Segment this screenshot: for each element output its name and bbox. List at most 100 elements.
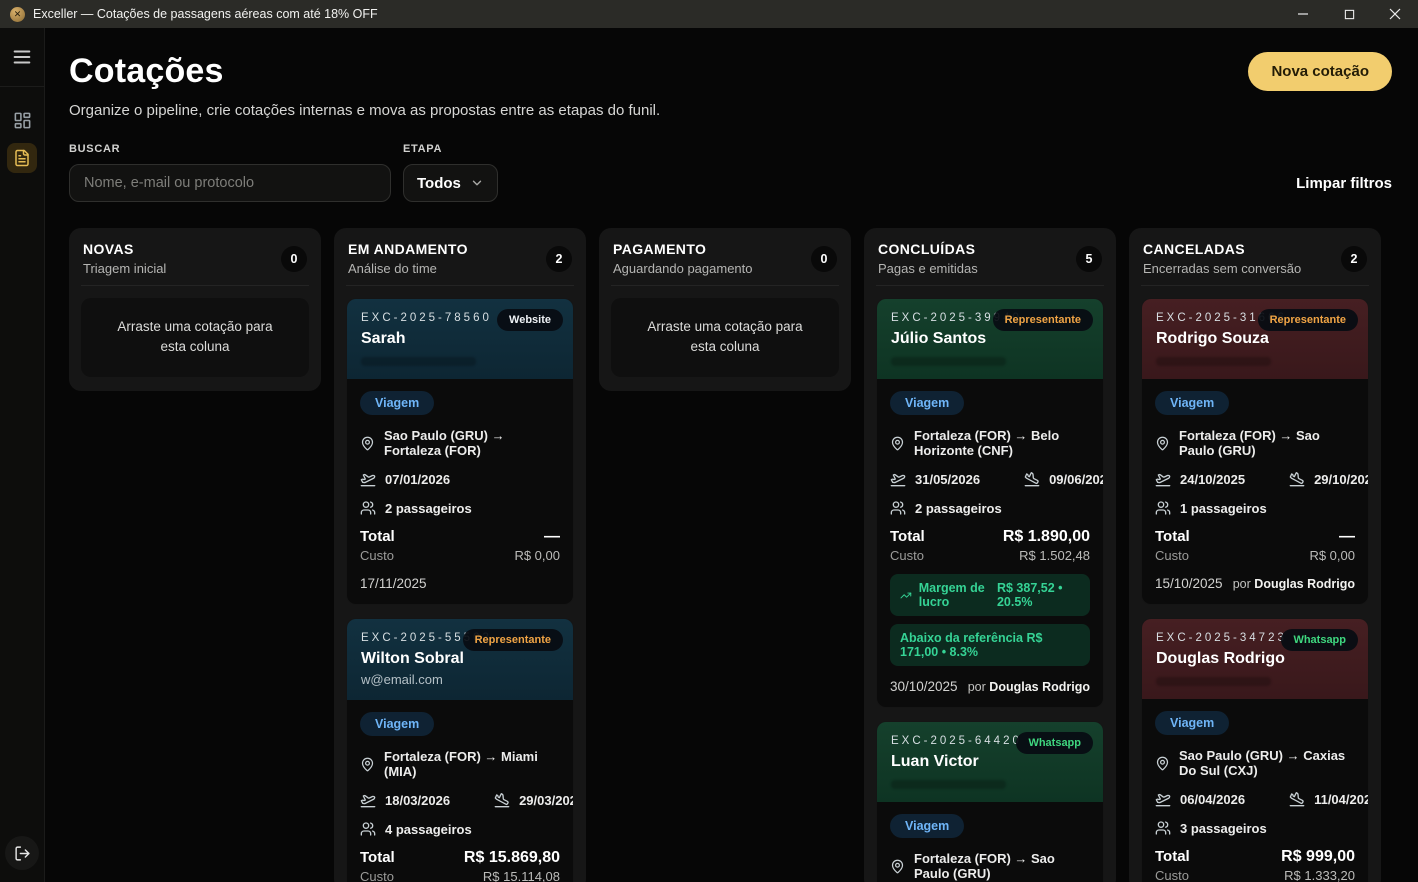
column-count-badge: 5 (1076, 245, 1102, 272)
close-button[interactable] (1372, 0, 1418, 28)
column-subtitle: Pagas e emitidas (878, 261, 978, 276)
departure-date: 18/03/2026 (360, 792, 450, 808)
column-concluidas: CONCLUÍDAS Pagas e emitidas 5 EXC-2025-3… (864, 228, 1116, 882)
departure-date: 06/04/2026 (1155, 791, 1245, 807)
empty-dropzone[interactable]: Arraste uma cotação para esta coluna (81, 298, 309, 377)
page-subtitle: Organize o pipeline, crie cotações inter… (69, 102, 661, 119)
passengers-row: 2 passageiros (360, 500, 560, 516)
users-icon (360, 501, 376, 515)
search-input[interactable] (69, 164, 391, 202)
stage-label: ETAPA (403, 143, 443, 155)
quote-card-rodrigo[interactable]: EXC-2025-31666 Rodrigo Souza Representan… (1141, 298, 1369, 605)
empty-dropzone[interactable]: Arraste uma cotação para esta coluna (611, 298, 839, 377)
passengers-row: 1 passageiros (1155, 500, 1355, 516)
cost-value: R$ 1.502,48 (1019, 548, 1090, 563)
protocol: EXC-2025-64420 (891, 735, 1022, 747)
return-date: 09/06/2026 (1024, 471, 1103, 487)
total-value: R$ 999,00 (1281, 848, 1355, 865)
total-label: Total (1155, 848, 1190, 865)
chevron-down-icon (472, 180, 482, 186)
new-quote-button[interactable]: Nova cotação (1248, 52, 1392, 91)
plane-landing-icon (1289, 792, 1305, 807)
map-pin-icon (1156, 436, 1169, 450)
cost-value: R$ 15.114,08 (482, 869, 560, 882)
author: por Douglas Rodrigo (1232, 576, 1355, 591)
route-row: Fortaleza (FOR) → Sao Paulo (GRU) (890, 851, 1090, 881)
sidebar-item-quotes[interactable] (7, 143, 37, 173)
sidebar-item-dashboard[interactable] (7, 105, 37, 135)
source-badge: Whatsapp (1016, 732, 1093, 754)
customer-name: Rodrigo Souza (1156, 330, 1269, 347)
customer-name: Júlio Santos (891, 330, 987, 347)
trip-tag: Viagem (1155, 391, 1230, 415)
profit-margin-value: R$ 387,52 • 20.5% (996, 581, 1063, 609)
cost-value: R$ 0,00 (514, 548, 560, 563)
plane-landing-icon (1024, 472, 1040, 487)
titlebar: ✕ Exceller — Cotações de passagens aérea… (0, 0, 1418, 28)
app-logo-icon: ✕ (10, 6, 25, 22)
minimize-button[interactable] (1280, 0, 1326, 28)
menu-icon[interactable] (7, 42, 37, 72)
total-value: — (1339, 528, 1355, 545)
source-badge: Website (497, 309, 563, 331)
customer-email: w@email.com (361, 672, 443, 687)
map-pin-icon (361, 436, 374, 450)
author: por Douglas Rodrigo (967, 679, 1090, 694)
trip-tag: Viagem (890, 814, 965, 838)
column-count-badge: 2 (546, 245, 572, 272)
trip-tag: Viagem (360, 391, 435, 415)
kanban-board: NOVAS Triagem inicial 0 Arraste uma cota… (69, 228, 1392, 882)
cost-label: Custo (360, 869, 394, 882)
clear-filters-link[interactable]: Limpar filtros (1296, 175, 1392, 192)
window-controls (1280, 0, 1418, 28)
total-label: Total (360, 849, 395, 866)
filters-bar: BUSCAR ETAPA Todos Limpar filtros (69, 143, 1392, 202)
maximize-button[interactable] (1326, 0, 1372, 28)
departure-date: 07/01/2026 (360, 471, 450, 487)
column-count-badge: 0 (281, 245, 307, 272)
stage-select[interactable]: Todos (403, 164, 498, 202)
plane-landing-icon (494, 793, 510, 808)
document-icon (15, 149, 29, 167)
quote-card-julio[interactable]: EXC-2025-39940 Júlio Santos Representant… (876, 298, 1104, 708)
departure-date: 24/10/2025 (1155, 471, 1245, 487)
dashboard-grid-icon (14, 112, 30, 128)
users-icon (360, 822, 376, 836)
source-badge: Whatsapp (1281, 629, 1358, 651)
profit-margin-row: Margem de lucro R$ 387,52 • 20.5% (890, 574, 1090, 616)
column-canceladas: CANCELADAS Encerradas sem conversão 2 EX… (1129, 228, 1381, 882)
users-icon (890, 501, 906, 515)
column-em-andamento: EM ANDAMENTO Análise do time 2 EXC-2025-… (334, 228, 586, 882)
route-row: Sao Paulo (GRU) → Fortaleza (FOR) (360, 428, 560, 458)
contact-redacted (361, 357, 476, 366)
column-novas: NOVAS Triagem inicial 0 Arraste uma cota… (69, 228, 321, 391)
source-badge: Representante (1257, 309, 1358, 331)
quote-card-sarah[interactable]: EXC-2025-78560 Sarah Website Viagem Sao … (346, 298, 574, 605)
map-pin-icon (1156, 756, 1169, 770)
cost-label: Custo (360, 548, 394, 563)
total-label: Total (360, 528, 395, 545)
route-row: Fortaleza (FOR) → Miami (MIA) (360, 749, 560, 779)
plane-landing-icon (1289, 472, 1305, 487)
column-count-badge: 0 (811, 245, 837, 272)
cost-value: R$ 0,00 (1309, 548, 1355, 563)
plane-takeoff-icon (1155, 473, 1171, 487)
customer-name: Luan Victor (891, 753, 979, 770)
column-title: EM ANDAMENTO (348, 241, 468, 257)
passengers-row: 2 passageiros (890, 500, 1090, 516)
protocol: EXC-2025-31666 (1156, 312, 1287, 324)
created-date: 15/10/2025 (1155, 576, 1223, 591)
created-date: 17/11/2025 (360, 576, 427, 591)
logout-button[interactable] (5, 836, 39, 870)
column-pagamento: PAGAMENTO Aguardando pagamento 0 Arraste… (599, 228, 851, 391)
plane-takeoff-icon (890, 473, 906, 487)
trip-tag: Viagem (360, 712, 435, 736)
column-count-badge: 2 (1341, 245, 1367, 272)
window-title: Exceller — Cotações de passagens aéreas … (33, 7, 378, 21)
total-label: Total (1155, 528, 1190, 545)
quote-card-douglas[interactable]: EXC-2025-34723 Douglas Rodrigo Whatsapp … (1141, 618, 1369, 882)
quote-card-wilton[interactable]: EXC-2025-55503 Wilton Sobral w@email.com… (346, 618, 574, 882)
users-icon (1155, 501, 1171, 515)
quote-card-luan[interactable]: EXC-2025-64420 Luan Victor Whatsapp Viag… (876, 721, 1104, 882)
